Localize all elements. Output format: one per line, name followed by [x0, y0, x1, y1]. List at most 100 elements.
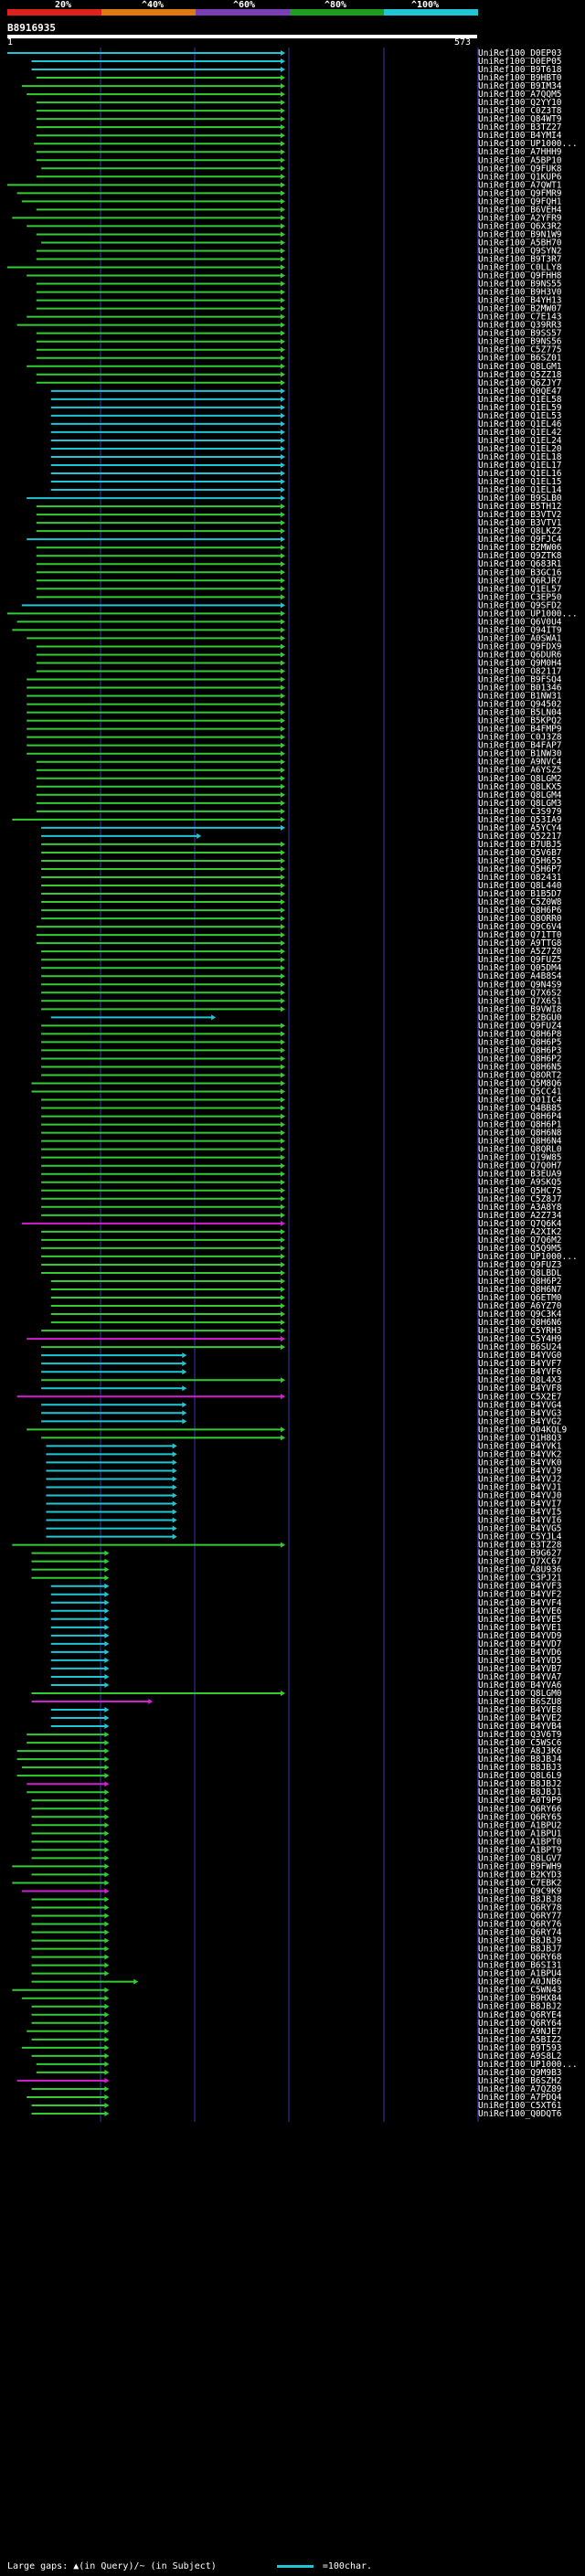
hit-label[interactable]: UniRef100_C0LLY8: [478, 263, 562, 273]
hit-row[interactable]: UniRef100_B3EUA9: [41, 1170, 562, 1180]
hit-label[interactable]: UniRef100_Q9FMR9: [478, 188, 562, 198]
hit-row[interactable]: UniRef100_B9T593: [21, 2043, 562, 2053]
hit-row[interactable]: UniRef100_Q1EL46: [50, 419, 562, 429]
hit-row[interactable]: UniRef100_B6VEH4: [36, 205, 562, 215]
hit-label[interactable]: UniRef100_Q8QRL0: [478, 1145, 562, 1155]
hit-label[interactable]: UniRef100_Q1EL18: [478, 452, 562, 462]
hit-label[interactable]: UniRef100_B2MW07: [478, 304, 562, 314]
hit-row[interactable]: UniRef100_Q8LGM3: [36, 799, 562, 809]
hit-row[interactable]: UniRef100_Q8L6L9: [16, 1771, 562, 1781]
hit-row[interactable]: UniRef100_A4B8S4: [41, 971, 562, 981]
hit-label[interactable]: UniRef100_C5Y4H9: [478, 1334, 562, 1344]
hit-label[interactable]: UniRef100_B4YVA6: [478, 1680, 562, 1691]
hit-row[interactable]: UniRef100_Q6RY64: [31, 2019, 562, 2029]
hit-label[interactable]: UniRef100_B8JBJ4: [478, 1754, 562, 1765]
hit-row[interactable]: UniRef100_Q5HC75: [41, 1186, 562, 1196]
hit-row[interactable]: UniRef100_A5BIZ2: [31, 2035, 562, 2045]
hit-label[interactable]: UniRef100_Q8LGM4: [478, 790, 562, 800]
hit-row[interactable]: UniRef100_Q9FUZ5: [41, 955, 562, 965]
hit-label[interactable]: UniRef100_Q8LKZ2: [478, 526, 562, 536]
hit-row[interactable]: UniRef100_Q6X3R2: [27, 221, 562, 231]
hit-row[interactable]: UniRef100_Q9SFD2: [21, 600, 562, 610]
hit-label[interactable]: UniRef100_B4YVG0: [478, 1351, 562, 1361]
hit-label[interactable]: UniRef100_B6SZ01: [478, 354, 562, 364]
hit-row[interactable]: UniRef100_B9FWH9: [12, 1861, 562, 1871]
hit-label[interactable]: UniRef100_B4YVG4: [478, 1400, 562, 1410]
hit-label[interactable]: UniRef100_Q19W85: [478, 1153, 562, 1163]
hit-label[interactable]: UniRef100_B6SZU8: [478, 1697, 562, 1707]
hit-row[interactable]: UniRef100_A2XIK2: [41, 1227, 562, 1237]
hit-row[interactable]: UniRef100_Q1EL20: [50, 444, 562, 454]
hit-label[interactable]: UniRef100_A1BPU4: [478, 1969, 562, 1979]
hit-label[interactable]: UniRef100_Q8LKX5: [478, 782, 562, 792]
hit-row[interactable]: UniRef100_C0LLY8: [7, 263, 562, 273]
hit-row[interactable]: UniRef100_B4YMI4: [36, 131, 562, 141]
hit-label[interactable]: UniRef100_Q1EL42: [478, 428, 562, 438]
hit-label[interactable]: UniRef100_Q8H6N5: [478, 1062, 562, 1072]
hit-label[interactable]: UniRef100_Q8ORR0: [478, 914, 562, 924]
hit-row[interactable]: UniRef100_A1BPT0: [31, 1837, 562, 1847]
hit-label[interactable]: UniRef100_A5YCY4: [478, 823, 562, 833]
hit-label[interactable]: UniRef100_B3GC16: [478, 567, 562, 578]
hit-row[interactable]: UniRef100_B4YVJ1: [46, 1482, 562, 1492]
hit-row[interactable]: UniRef100_Q9C6V4: [36, 922, 562, 932]
hit-label[interactable]: UniRef100_Q71TT0: [478, 930, 562, 940]
hit-label[interactable]: UniRef100_Q8H6P2: [478, 1054, 562, 1064]
hit-label[interactable]: UniRef100_Q9FUZ3: [478, 1260, 562, 1270]
hit-label[interactable]: UniRef100_A0T9P9: [478, 1796, 562, 1806]
hit-row[interactable]: UniRef100_Q0QE47: [50, 387, 562, 397]
hit-row[interactable]: UniRef100_B4YVG5: [46, 1524, 562, 1534]
hit-row[interactable]: UniRef100_B4YVK2: [46, 1449, 562, 1459]
hit-row[interactable]: UniRef100_Q8H6P8: [41, 1029, 562, 1039]
hit-row[interactable]: UniRef100_A2Z734: [41, 1211, 562, 1221]
hit-label[interactable]: UniRef100_Q6ZJY7: [478, 378, 562, 388]
hit-row[interactable]: UniRef100_Q6RY78: [31, 1903, 562, 1913]
hit-row[interactable]: UniRef100_C5Z8J7: [41, 1194, 562, 1204]
hit-label[interactable]: UniRef100_B4YVG2: [478, 1416, 562, 1426]
hit-row[interactable]: UniRef100_Q5H655: [41, 856, 562, 866]
hit-row[interactable]: UniRef100_B3GC16: [36, 567, 562, 578]
hit-row[interactable]: UniRef100_Q9M0H4: [36, 658, 562, 668]
hit-row[interactable]: UniRef100_Q1EL59: [50, 403, 562, 413]
hit-row[interactable]: UniRef100_B1B5D7: [41, 889, 562, 899]
hit-label[interactable]: UniRef100_C5X2E7: [478, 1392, 562, 1402]
hit-row[interactable]: UniRef100_C5XT61: [31, 2101, 562, 2111]
hit-row[interactable]: UniRef100_Q7Q6K4: [21, 1219, 562, 1229]
hit-row[interactable]: UniRef100_B8JBJ2: [31, 2002, 562, 2012]
hit-row[interactable]: UniRef100_A9NVC4: [36, 758, 562, 768]
hit-label[interactable]: UniRef100_Q84WT9: [478, 114, 562, 124]
hit-label[interactable]: UniRef100_Q8LGM0: [478, 1689, 562, 1699]
hit-row[interactable]: UniRef100_B4YVF8: [41, 1383, 562, 1394]
hit-row[interactable]: UniRef100_A9TTG8: [36, 938, 562, 949]
hit-label[interactable]: UniRef100_Q6DUR6: [478, 650, 562, 660]
hit-label[interactable]: UniRef100_B4YVI6: [478, 1516, 562, 1526]
hit-row[interactable]: UniRef100_Q7XC67: [31, 1557, 562, 1567]
hit-row[interactable]: UniRef100_A5Z7Z0: [41, 947, 562, 957]
hit-row[interactable]: UniRef100_B01346: [27, 684, 562, 694]
hit-label[interactable]: UniRef100_Q1EL20: [478, 444, 562, 454]
hit-row[interactable]: UniRef100_Q52217: [41, 832, 562, 842]
hit-row[interactable]: UniRef100_Q8L4X3: [41, 1375, 562, 1385]
hit-label[interactable]: UniRef100_A9TTG8: [478, 938, 562, 949]
hit-row[interactable]: UniRef100_Q6RJR7: [36, 576, 562, 586]
hit-label[interactable]: UniRef100_B5KPQ2: [478, 716, 562, 726]
hit-label[interactable]: UniRef100_A2Z734: [478, 1211, 562, 1221]
hit-label[interactable]: UniRef100_A1BPT9: [478, 1845, 562, 1855]
hit-label[interactable]: UniRef100_B4YVE5: [478, 1615, 562, 1625]
hit-row[interactable]: UniRef100_B8JBJ9: [31, 1936, 562, 1946]
hit-label[interactable]: UniRef100_Q9FHH8: [478, 271, 562, 281]
hit-row[interactable]: UniRef100_A8U936: [31, 1565, 562, 1575]
hit-row[interactable]: UniRef100_Q6ETM0: [50, 1293, 562, 1303]
hit-label[interactable]: UniRef100_Q8LGM1: [478, 362, 562, 372]
hit-row[interactable]: UniRef100_B4FAP7: [27, 741, 562, 751]
hit-label[interactable]: UniRef100_B4YVF3: [478, 1582, 562, 1592]
hit-row[interactable]: UniRef100_Q6RY77: [31, 1912, 562, 1922]
hit-label[interactable]: UniRef100_B9VWI8: [478, 1004, 562, 1014]
hit-row[interactable]: UniRef100_Q1H8Q3: [41, 1433, 562, 1443]
hit-row[interactable]: UniRef100_C5YJL4: [46, 1532, 562, 1542]
hit-label[interactable]: UniRef100_Q5V6B7: [478, 848, 562, 858]
hit-label[interactable]: UniRef100_A8J3K6: [478, 1746, 562, 1756]
hit-label[interactable]: UniRef100_B8JBJ1: [478, 1787, 562, 1797]
hit-row[interactable]: UniRef100_Q6ZJY7: [36, 378, 562, 388]
hit-label[interactable]: UniRef100_Q683R1: [478, 559, 562, 569]
